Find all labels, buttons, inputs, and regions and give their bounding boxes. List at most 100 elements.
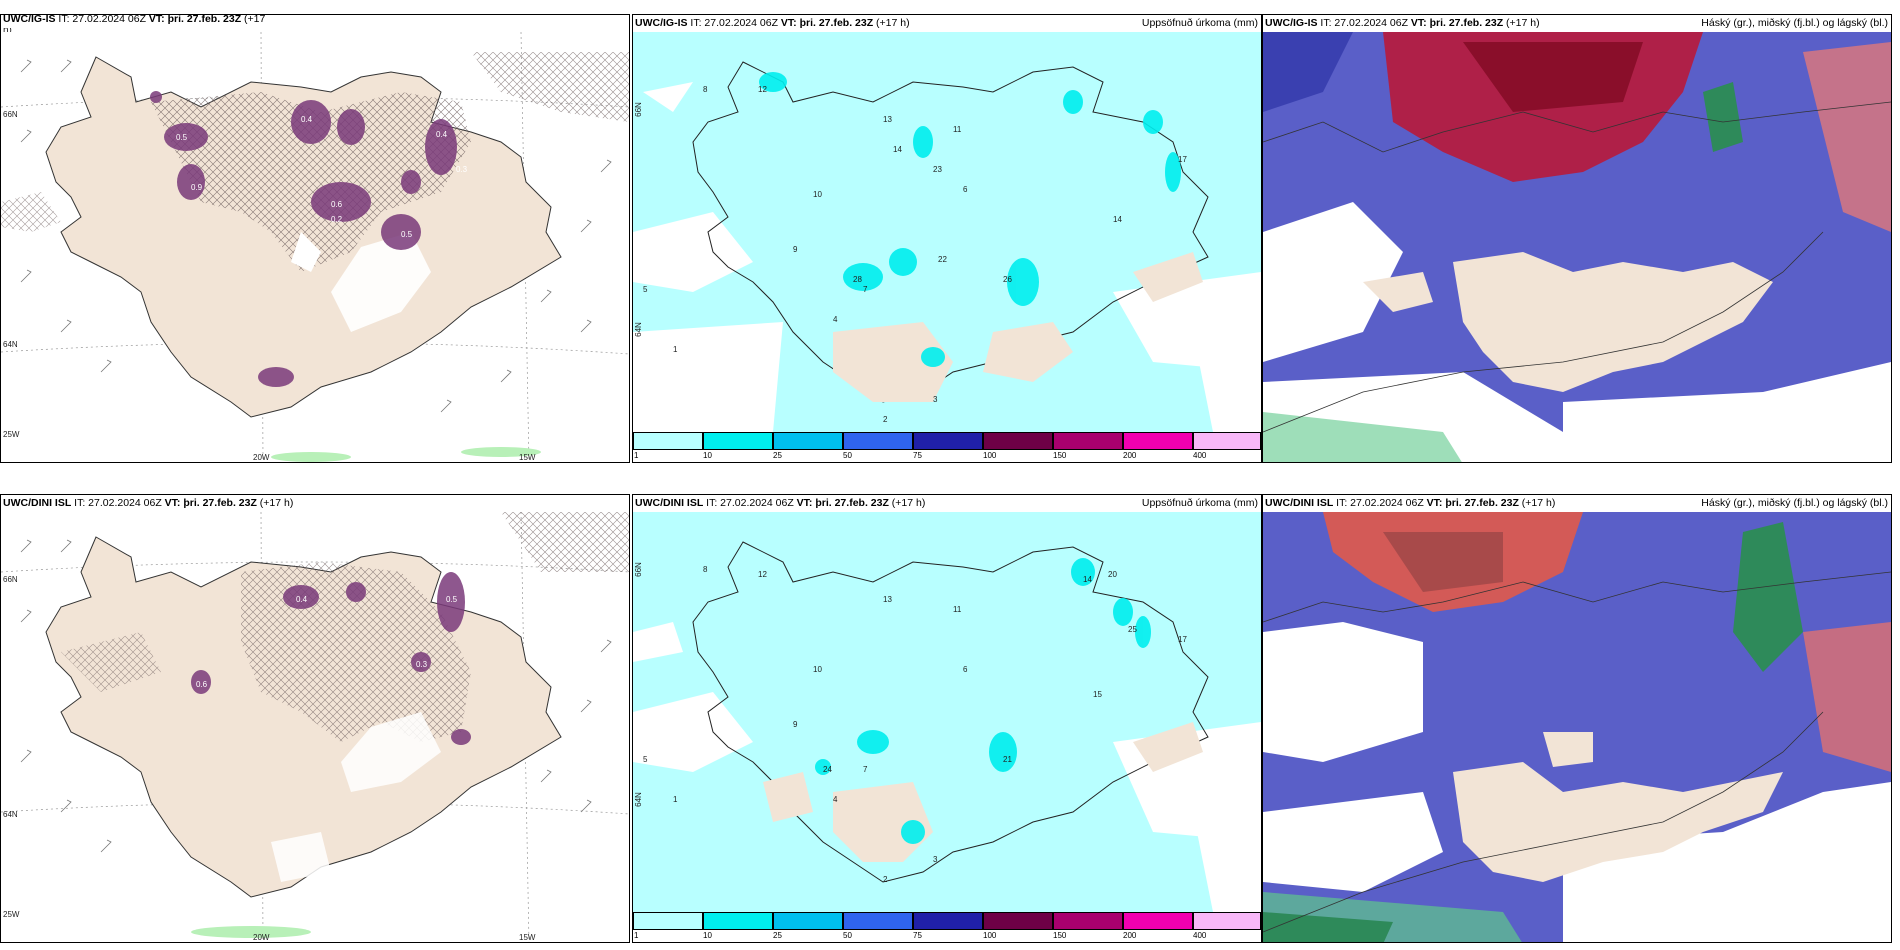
- precip-label: 4: [833, 795, 838, 804]
- panel-header: UWC/IG-IS IT: 27.02.2024 06Z VT: þri. 27…: [633, 15, 1261, 32]
- lon-label: 20W: [253, 933, 270, 942]
- snow-label: 0.9: [191, 183, 203, 192]
- lead-time-cont: h): [3, 25, 12, 36]
- precip-colorbar: 1 10 25 50 75 100 150 200 400: [633, 912, 1261, 942]
- colorbar-tick: 150: [1053, 931, 1067, 940]
- precip-label: 6: [963, 185, 968, 194]
- precip-label: 13: [883, 115, 892, 124]
- colorbar-tick: 25: [773, 931, 782, 940]
- colorbar-tick: 200: [1123, 931, 1137, 940]
- snow-label: 0.4: [436, 130, 448, 139]
- lead-time: (+17 h): [259, 497, 294, 509]
- colorbar-tick: 150: [1053, 451, 1067, 460]
- panel-dini-precip: UWC/DINI ISL IT: 27.02.2024 06Z VT: þri.…: [632, 494, 1262, 943]
- precip-label: 28: [853, 275, 862, 284]
- lead-time: (+17 h): [891, 497, 926, 509]
- precip-label: 10: [813, 665, 822, 674]
- valid-time: þri. 27.feb. 23Z: [1445, 497, 1519, 509]
- colorbar-tick: 50: [843, 451, 852, 460]
- lead-time: (+17 h): [1521, 497, 1556, 509]
- lon-label: 25W: [3, 910, 20, 919]
- model-name: UWC/IG-IS: [635, 17, 688, 29]
- precip-label: 4: [833, 315, 838, 324]
- model-name: UWC/DINI ISL: [1265, 497, 1334, 509]
- init-time: IT: 27.02.2024 06Z: [706, 497, 794, 509]
- precip-label: 3: [933, 855, 938, 864]
- field-title: Háský (gr.), miðský (fj.bl.) og lágský (…: [1701, 17, 1888, 29]
- snow-label: 0.3: [416, 660, 428, 669]
- precip-label: 14: [1113, 215, 1122, 224]
- colorbar-tick: 10: [703, 931, 712, 940]
- colorbar-tick: 75: [913, 451, 922, 460]
- precip-label: 25: [1128, 625, 1137, 634]
- precip-label: 12: [758, 85, 767, 94]
- snow-label: 0.5: [176, 133, 188, 142]
- precip-label: 22: [938, 255, 947, 264]
- lat-label: 66N: [3, 110, 18, 119]
- precip-label: 9: [793, 720, 798, 729]
- panel-ig-precip: UWC/IG-IS IT: 27.02.2024 06Z VT: þri. 27…: [632, 14, 1262, 463]
- panel-header: UWC/IG-IS IT: 27.02.2024 06Z VT: þri. 27…: [1, 14, 629, 28]
- precip-label: 5: [643, 285, 648, 294]
- panel-ig-snow: UWC/IG-IS IT: 27.02.2024 06Z VT: þri. 27…: [0, 14, 630, 463]
- colorbar-tick: 400: [1193, 931, 1207, 940]
- lon-label: 15W: [519, 933, 536, 942]
- precip-label: 7: [863, 285, 868, 294]
- colorbar-seg: [773, 432, 843, 450]
- vt-label: VT:: [1426, 497, 1443, 509]
- panel-header: UWC/IG-IS IT: 27.02.2024 06Z VT: þri. 27…: [1263, 15, 1891, 32]
- panel-dini-snow: UWC/DINI ISL IT: 27.02.2024 06Z VT: þri.…: [0, 494, 630, 943]
- snow-label: 0.4: [296, 595, 308, 604]
- snow-label: 0.5: [446, 595, 458, 604]
- colorbar-seg: [703, 912, 773, 930]
- lat-label: 64N: [633, 792, 643, 807]
- precip-label: 13: [883, 595, 892, 604]
- colorbar-tick: 200: [1123, 451, 1137, 460]
- valid-time: þri. 27.feb. 23Z: [183, 497, 257, 509]
- valid-time: þri. 27.feb. 23Z: [799, 17, 874, 29]
- precip-label: 20: [1108, 570, 1117, 579]
- colorbar-seg: [633, 432, 703, 450]
- panel-header: UWC/DINI ISL IT: 27.02.2024 06Z VT: þri.…: [1263, 495, 1891, 512]
- colorbar-seg: [913, 432, 983, 450]
- model-name: UWC/DINI ISL: [635, 497, 704, 509]
- precip-label: 1: [673, 345, 678, 354]
- model-name: UWC/IG-IS: [3, 14, 56, 25]
- precip-label: 5: [643, 755, 648, 764]
- precip-label: 6: [963, 665, 968, 674]
- precip-label: 3: [933, 395, 938, 404]
- vt-label: VT:: [780, 17, 797, 29]
- precip-label: 15: [1093, 690, 1102, 699]
- init-time: IT: 27.02.2024 06Z: [690, 17, 778, 29]
- panel-dini-clouds: UWC/DINI ISL IT: 27.02.2024 06Z VT: þri.…: [1262, 494, 1892, 943]
- init-time: IT: 27.02.2024 06Z: [74, 497, 162, 509]
- precip-label: 7: [863, 765, 868, 774]
- colorbar-seg: [1193, 912, 1261, 930]
- precip-colorbar: 1 10 25 50 75 100 150 200 400: [633, 432, 1261, 462]
- colorbar-tick: 75: [913, 931, 922, 940]
- lon-label: 20W: [253, 453, 270, 462]
- colorbar-tick: 1: [634, 451, 639, 460]
- precip-label: 12: [758, 570, 767, 579]
- field-title: Uppsöfnuð úrkoma (mm): [1141, 497, 1258, 509]
- colorbar-seg: [983, 912, 1053, 930]
- valid-time: þri. 27.feb. 23Z: [1429, 17, 1504, 29]
- vt-label: VT:: [1410, 17, 1427, 29]
- init-time: IT: 27.02.2024 06Z: [1320, 17, 1408, 29]
- colorbar-tick: 1: [634, 931, 639, 940]
- precip-label: 9: [793, 245, 798, 254]
- colorbar-seg: [983, 432, 1053, 450]
- model-name: UWC/DINI ISL: [3, 497, 72, 509]
- precip-map: [633, 512, 1261, 912]
- precip-label: 21: [1003, 755, 1012, 764]
- snow-map-svg: [1, 32, 629, 462]
- colorbar-tick: 25: [773, 451, 782, 460]
- colorbar-seg: [913, 912, 983, 930]
- precip-label: 11: [953, 125, 962, 134]
- lead-time: (+17 h): [1506, 17, 1540, 29]
- precip-label: 24: [823, 765, 832, 774]
- precip-label: 17: [1178, 155, 1187, 164]
- colorbar-seg: [1123, 912, 1193, 930]
- snow-label: 0.5: [401, 230, 413, 239]
- lat-label: 66N: [633, 102, 643, 117]
